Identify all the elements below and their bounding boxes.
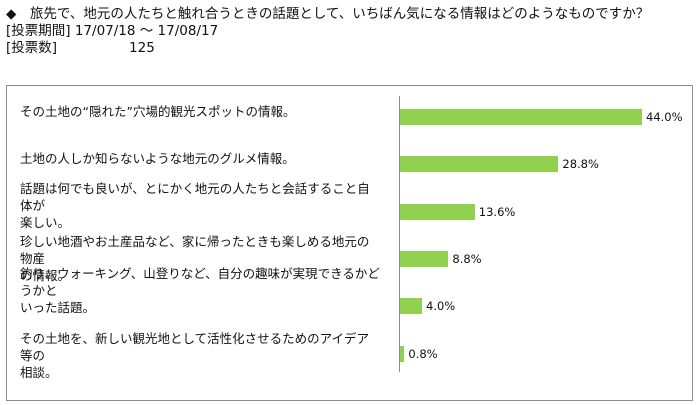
bar bbox=[400, 251, 449, 267]
category-label-line: 珍しい地酒やお土産品など、家に帰ったときも楽しめる地元の物産 bbox=[20, 234, 370, 266]
category-label: 話題は何でも良いが、とにかく地元の人たちと会話すること自体が楽しい。 bbox=[20, 180, 380, 231]
category-label: 珍しい地酒やお土産品など、家に帰ったときも楽しめる地元の物産の情報。 bbox=[20, 233, 380, 284]
category-label-line: 話題は何でも良いが、とにかく地元の人たちと会話すること自体が bbox=[20, 181, 370, 213]
chart-panel bbox=[6, 85, 693, 401]
category-label-line: その土地の“隠れた”穴場的観光スポットの情報。 bbox=[20, 104, 296, 119]
bar bbox=[400, 298, 422, 314]
data-label: 4.0% bbox=[426, 299, 456, 313]
voting-period-value: 17/07/18 〜 17/08/17 bbox=[74, 23, 219, 39]
category-label-line: 釣り、ウォーキング、山登りなど、自分の趣味が実現できるかどうかと bbox=[20, 266, 380, 298]
vote-count-label: [投票数] bbox=[6, 40, 58, 56]
data-label: 13.6% bbox=[478, 205, 516, 219]
survey-header: ◆ 旅先で、地元の人たちと触れ合うときの話題として、いちばん気になる情報はどのよ… bbox=[6, 6, 696, 57]
category-label: 土地の人しか知らないような地元のグルメ情報。 bbox=[20, 150, 380, 167]
category-label-line: 相談。 bbox=[20, 365, 58, 380]
vote-count: [投票数] 125 bbox=[6, 40, 696, 57]
voting-period-label: [投票期間] bbox=[6, 23, 71, 39]
data-label: 44.0% bbox=[646, 110, 683, 124]
category-label: その土地を、新しい観光地として活性化させるためのアイデア等の相談。 bbox=[20, 330, 380, 381]
bar bbox=[400, 156, 559, 172]
voting-period: [投票期間] 17/07/18 〜 17/08/17 bbox=[6, 23, 696, 40]
bar bbox=[400, 109, 642, 125]
category-label-line: いった話題。 bbox=[20, 300, 96, 315]
category-label: 釣り、ウォーキング、山登りなど、自分の趣味が実現できるかどうかといった話題。 bbox=[20, 265, 380, 316]
category-label-line: その土地を、新しい観光地として活性化させるためのアイデア等の bbox=[20, 331, 370, 363]
vote-count-value: 125 bbox=[129, 40, 155, 56]
category-axis-line bbox=[399, 96, 400, 372]
category-label-line: 土地の人しか知らないような地元のグルメ情報。 bbox=[20, 151, 295, 166]
category-label-line: 楽しい。 bbox=[20, 215, 71, 230]
data-label: 0.8% bbox=[408, 347, 438, 361]
category-label-line: の情報。 bbox=[20, 268, 71, 283]
category-label: その土地の“隠れた”穴場的観光スポットの情報。 bbox=[20, 103, 380, 120]
bar bbox=[400, 346, 405, 362]
bar bbox=[400, 204, 475, 220]
data-label: 28.8% bbox=[562, 157, 599, 171]
data-label: 8.8% bbox=[452, 252, 482, 266]
question-title: ◆ 旅先で、地元の人たちと触れ合うときの話題として、いちばん気になる情報はどのよ… bbox=[6, 6, 650, 22]
